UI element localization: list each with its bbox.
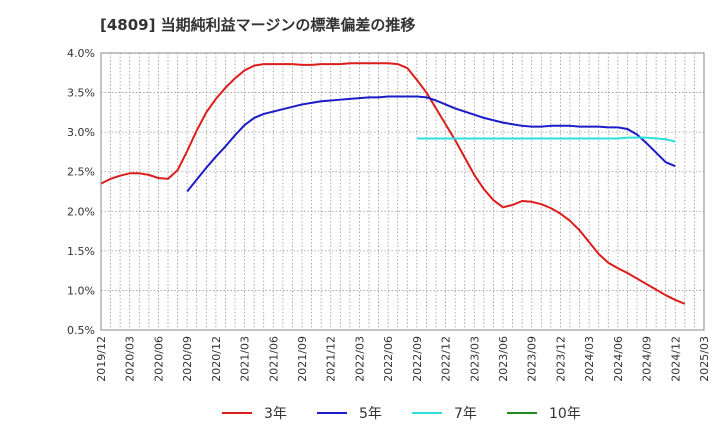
x-tick-label: 2020/12 (210, 336, 223, 382)
x-tick-label: 2021/12 (325, 336, 338, 382)
series-lines (100, 62, 686, 305)
x-tick-label: 2021/03 (239, 336, 252, 382)
x-tick-label: 2023/06 (497, 336, 510, 382)
x-tick-label: 2022/12 (440, 336, 453, 382)
plot-frame (100, 52, 705, 331)
x-tick-label: 2024/09 (641, 336, 654, 382)
y-tick-label: 0.5% (67, 324, 95, 337)
x-tick-label: 2020/06 (152, 336, 165, 382)
series-line (100, 62, 686, 305)
legend-label: 7年 (454, 406, 477, 422)
x-axis: 2019/12 2020/03 2020/06 2020/09 2020/12 2021/… (95, 336, 711, 382)
y-axis: 4.0% 3.5% 3.0% 2.5% 2.0% 1.5% 1.0% 0.5% (67, 47, 95, 337)
x-tick-label: 2023/03 (468, 336, 481, 382)
x-tick-label: 2022/03 (353, 336, 366, 382)
x-tick-label: 2023/09 (526, 336, 539, 382)
series-line (416, 136, 676, 143)
chart-title: [4809] 当期純利益マージンの標準偏差の推移 (100, 16, 415, 34)
grid (100, 52, 705, 331)
y-tick-label: 3.5% (67, 87, 95, 100)
x-tick-label: 2022/09 (411, 336, 424, 382)
x-tick-label: 2024/06 (612, 336, 625, 382)
y-tick-label: 1.5% (67, 245, 95, 258)
y-tick-label: 2.0% (67, 205, 95, 218)
x-tick-label: 2025/03 (698, 336, 711, 382)
legend-label: 3年 (264, 406, 287, 422)
legend-label: 10年 (549, 406, 581, 422)
series-line (186, 95, 676, 193)
y-tick-label: 4.0% (67, 47, 95, 60)
x-tick-label: 2021/06 (267, 336, 280, 382)
x-tick-label: 2022/06 (382, 336, 395, 382)
y-tick-label: 1.0% (67, 284, 95, 297)
x-tick-label: 2020/03 (124, 336, 137, 382)
y-tick-label: 3.0% (67, 126, 95, 139)
x-tick-label: 2024/03 (583, 336, 596, 382)
x-tick-label: 2019/12 (95, 336, 108, 382)
x-tick-label: 2024/12 (669, 336, 682, 382)
y-tick-label: 2.5% (67, 166, 95, 179)
x-tick-label: 2023/12 (554, 336, 567, 382)
x-tick-label: 2020/09 (181, 336, 194, 382)
x-tick-label: 2021/09 (296, 336, 309, 382)
legend: 3年 5年 7年 10年 (222, 406, 581, 422)
legend-label: 5年 (359, 406, 382, 422)
